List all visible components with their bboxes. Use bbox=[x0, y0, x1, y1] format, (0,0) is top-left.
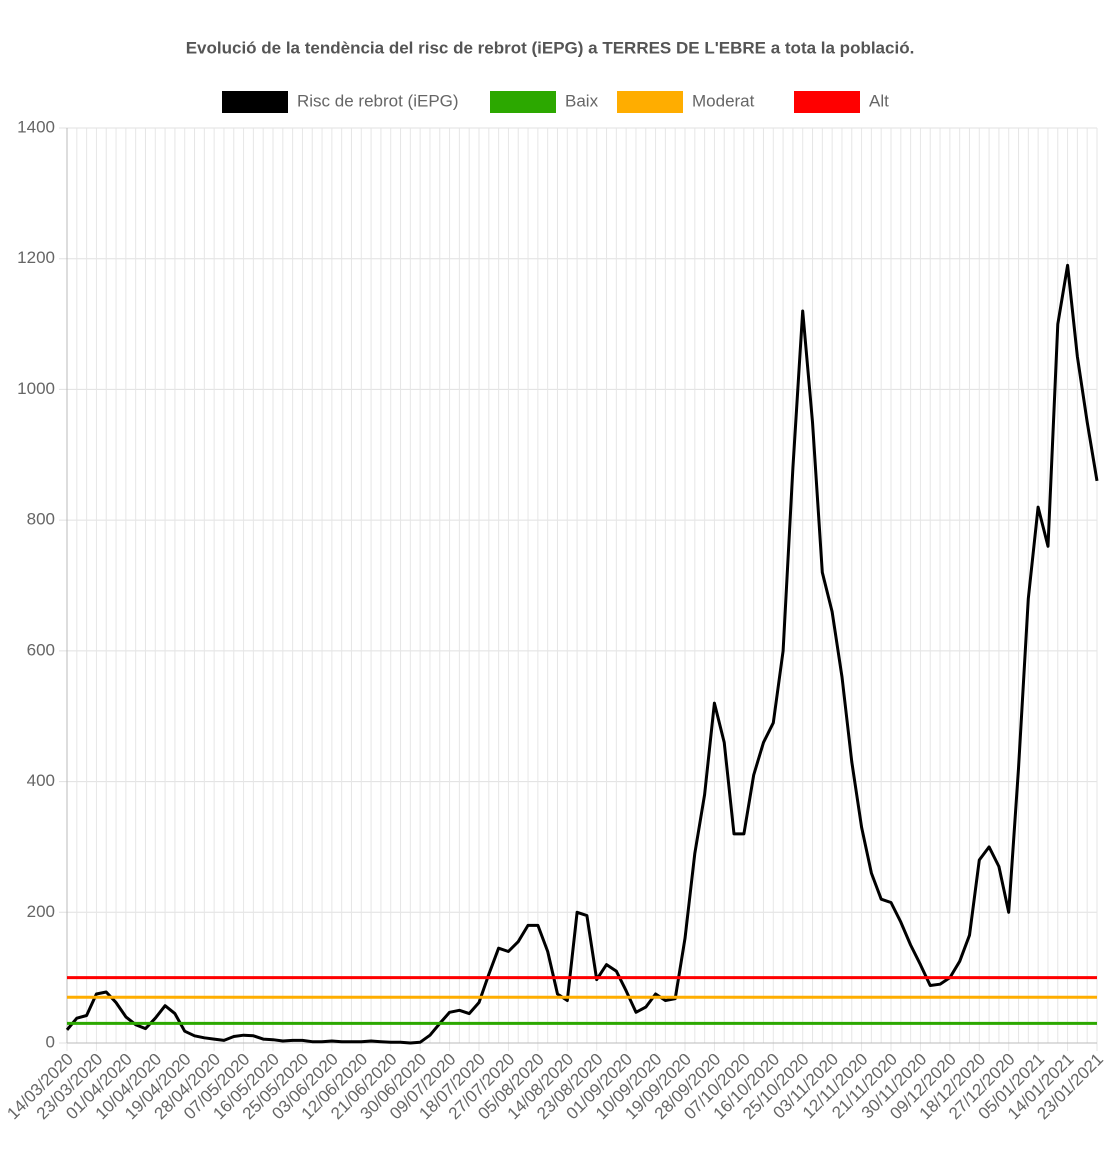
legend-label: Risc de rebrot (iEPG) bbox=[297, 91, 459, 110]
legend-label: Moderat bbox=[692, 91, 755, 110]
y-tick-label: 600 bbox=[27, 640, 55, 659]
legend-swatch bbox=[490, 91, 556, 113]
legend-swatch bbox=[794, 91, 860, 113]
legend-label: Alt bbox=[869, 91, 889, 110]
y-tick-label: 200 bbox=[27, 902, 55, 921]
chart-title: Evolució de la tendència del risc de reb… bbox=[186, 38, 915, 57]
y-tick-label: 400 bbox=[27, 771, 55, 790]
y-tick-label: 1400 bbox=[17, 117, 55, 136]
legend-swatch bbox=[617, 91, 683, 113]
y-tick-label: 800 bbox=[27, 510, 55, 529]
y-tick-label: 0 bbox=[46, 1032, 55, 1051]
legend-label: Baix bbox=[565, 91, 599, 110]
y-tick-label: 1000 bbox=[17, 379, 55, 398]
data-line bbox=[65, 263, 1099, 1045]
legend-swatch bbox=[222, 91, 288, 113]
y-tick-label: 1200 bbox=[17, 248, 55, 267]
